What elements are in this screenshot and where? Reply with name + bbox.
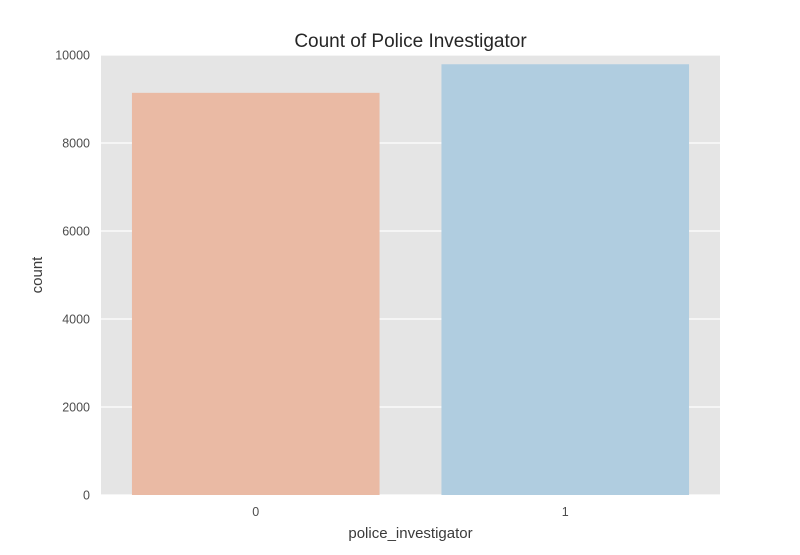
y-tick-label: 10000 [55,49,90,63]
bar-1 [441,64,690,496]
y-tick-label: 6000 [62,225,90,239]
chart-title: Count of Police Investigator [294,31,527,52]
x-axis-label: police_investigator [348,525,472,542]
y-axis-label: count [29,256,46,294]
bar-0 [131,92,380,495]
x-tick-label: 1 [562,505,569,519]
y-tick-label: 2000 [62,401,90,415]
x-tick-label: 0 [252,505,259,519]
bars [131,64,690,496]
y-tick-label: 8000 [62,137,90,151]
y-tick-label: 4000 [62,313,90,327]
y-tick-label: 0 [83,489,90,503]
y-tick-labels: 0 2000 4000 6000 8000 10000 [55,49,90,503]
